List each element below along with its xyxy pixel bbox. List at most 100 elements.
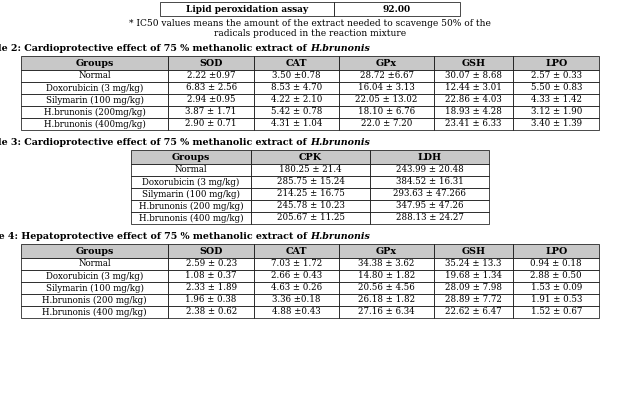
Bar <box>513 94 599 106</box>
Text: H.brunonis: H.brunonis <box>310 44 370 53</box>
Text: 20.56 ± 4.56: 20.56 ± 4.56 <box>358 283 415 293</box>
Bar <box>131 212 251 224</box>
Text: 6.83 ± 2.56: 6.83 ± 2.56 <box>185 84 237 92</box>
Bar <box>513 244 599 258</box>
Text: H.brunonis (400mg/kg): H.brunonis (400mg/kg) <box>44 120 146 129</box>
Text: 2.38 ± 0.62: 2.38 ± 0.62 <box>185 308 237 316</box>
Bar <box>254 70 340 82</box>
Text: GSH: GSH <box>461 247 485 255</box>
Bar <box>21 294 169 306</box>
Bar <box>21 106 169 118</box>
Bar <box>340 118 434 130</box>
Text: SOD: SOD <box>200 247 223 255</box>
Bar <box>434 270 513 282</box>
Text: Doxorubicin (3 mg/kg): Doxorubicin (3 mg/kg) <box>46 271 143 280</box>
Bar <box>340 294 434 306</box>
Text: 8.53 ± 4.70: 8.53 ± 4.70 <box>271 84 322 92</box>
Bar <box>513 106 599 118</box>
Bar <box>254 294 340 306</box>
Text: 4.63 ± 0.26: 4.63 ± 0.26 <box>271 283 322 293</box>
Bar <box>21 70 169 82</box>
Text: 28.09 ± 7.98: 28.09 ± 7.98 <box>445 283 502 293</box>
Text: Doxorubicin (3 mg/kg): Doxorubicin (3 mg/kg) <box>142 177 240 186</box>
Text: H.brunonis (200 mg/kg): H.brunonis (200 mg/kg) <box>139 201 243 211</box>
Bar <box>169 82 254 94</box>
Bar <box>434 118 513 130</box>
Text: Normal: Normal <box>78 71 111 81</box>
Bar <box>21 56 169 70</box>
Text: 28.89 ± 7.72: 28.89 ± 7.72 <box>445 296 502 304</box>
Text: 285.75 ± 15.24: 285.75 ± 15.24 <box>277 178 345 186</box>
Text: 4.33 ± 1.42: 4.33 ± 1.42 <box>531 95 582 104</box>
Text: LPO: LPO <box>545 59 567 67</box>
Text: 0.94 ± 0.18: 0.94 ± 0.18 <box>531 260 582 268</box>
Bar <box>340 82 434 94</box>
Text: 18.10 ± 6.76: 18.10 ± 6.76 <box>358 107 415 117</box>
Bar <box>340 94 434 106</box>
Text: Doxorubicin (3 mg/kg): Doxorubicin (3 mg/kg) <box>46 84 143 92</box>
Text: CAT: CAT <box>286 59 308 67</box>
Text: 22.05 ± 13.02: 22.05 ± 13.02 <box>355 95 418 104</box>
Text: Groups: Groups <box>76 247 114 255</box>
Text: CAT: CAT <box>286 247 308 255</box>
Text: 3.40 ± 1.39: 3.40 ± 1.39 <box>531 120 582 128</box>
Bar <box>254 118 340 130</box>
Bar <box>513 56 599 70</box>
Text: 27.16 ± 6.34: 27.16 ± 6.34 <box>358 308 415 316</box>
Text: 7.03 ± 1.72: 7.03 ± 1.72 <box>271 260 322 268</box>
Bar <box>254 258 340 270</box>
Bar <box>370 188 489 200</box>
Bar <box>434 282 513 294</box>
Text: Silymarin (100 mg/kg): Silymarin (100 mg/kg) <box>46 95 144 104</box>
Bar <box>160 2 334 16</box>
Text: 18.93 ± 4.28: 18.93 ± 4.28 <box>445 107 502 117</box>
Text: Lipid peroxidation assay: Lipid peroxidation assay <box>186 5 308 13</box>
Text: 34.38 ± 3.62: 34.38 ± 3.62 <box>358 260 415 268</box>
Text: Table 4: Hepatoprotective effect of 75 % methanolic extract of: Table 4: Hepatoprotective effect of 75 %… <box>0 232 310 241</box>
Text: H.brunonis: H.brunonis <box>310 232 370 241</box>
Text: 2.94 ±0.95: 2.94 ±0.95 <box>187 95 236 104</box>
Bar <box>169 306 254 318</box>
Text: 3.87 ± 1.71: 3.87 ± 1.71 <box>185 107 237 117</box>
Text: Groups: Groups <box>76 59 114 67</box>
Bar <box>513 294 599 306</box>
Text: 5.50 ± 0.83: 5.50 ± 0.83 <box>531 84 582 92</box>
Bar <box>434 294 513 306</box>
Bar <box>21 118 169 130</box>
Bar <box>254 270 340 282</box>
Text: GPx: GPx <box>376 59 397 67</box>
Bar <box>251 212 370 224</box>
Bar <box>254 82 340 94</box>
Bar <box>169 118 254 130</box>
Bar <box>340 258 434 270</box>
Bar <box>513 282 599 294</box>
Bar <box>340 106 434 118</box>
Bar <box>254 106 340 118</box>
Text: 293.63 ± 47.266: 293.63 ± 47.266 <box>393 189 466 199</box>
Text: 2.57 ± 0.33: 2.57 ± 0.33 <box>531 71 582 81</box>
Bar <box>370 150 489 164</box>
Text: 205.67 ± 11.25: 205.67 ± 11.25 <box>277 214 345 222</box>
Text: H.brunonis (400 mg/kg): H.brunonis (400 mg/kg) <box>42 307 147 316</box>
Text: * IC50 values means the amount of the extract needed to scavenge 50% of the: * IC50 values means the amount of the ex… <box>129 19 491 28</box>
Bar <box>513 258 599 270</box>
Text: 1.91 ± 0.53: 1.91 ± 0.53 <box>531 296 582 304</box>
Bar <box>254 244 340 258</box>
Text: 3.12 ± 1.90: 3.12 ± 1.90 <box>531 107 582 117</box>
Text: 2.22 ±0.97: 2.22 ±0.97 <box>187 71 236 81</box>
Bar <box>254 94 340 106</box>
Bar <box>434 244 513 258</box>
Text: GSH: GSH <box>461 59 485 67</box>
Bar <box>434 82 513 94</box>
Text: 1.53 ± 0.09: 1.53 ± 0.09 <box>531 283 582 293</box>
Bar <box>434 258 513 270</box>
Text: LPO: LPO <box>545 247 567 255</box>
Text: 28.72 ±6.67: 28.72 ±6.67 <box>360 71 414 81</box>
Bar <box>370 164 489 176</box>
Bar <box>340 270 434 282</box>
Bar <box>169 258 254 270</box>
Text: 2.90 ± 0.71: 2.90 ± 0.71 <box>185 120 237 128</box>
Text: 5.42 ± 0.78: 5.42 ± 0.78 <box>271 107 322 117</box>
Bar <box>131 176 251 188</box>
Text: CPK: CPK <box>299 153 322 161</box>
